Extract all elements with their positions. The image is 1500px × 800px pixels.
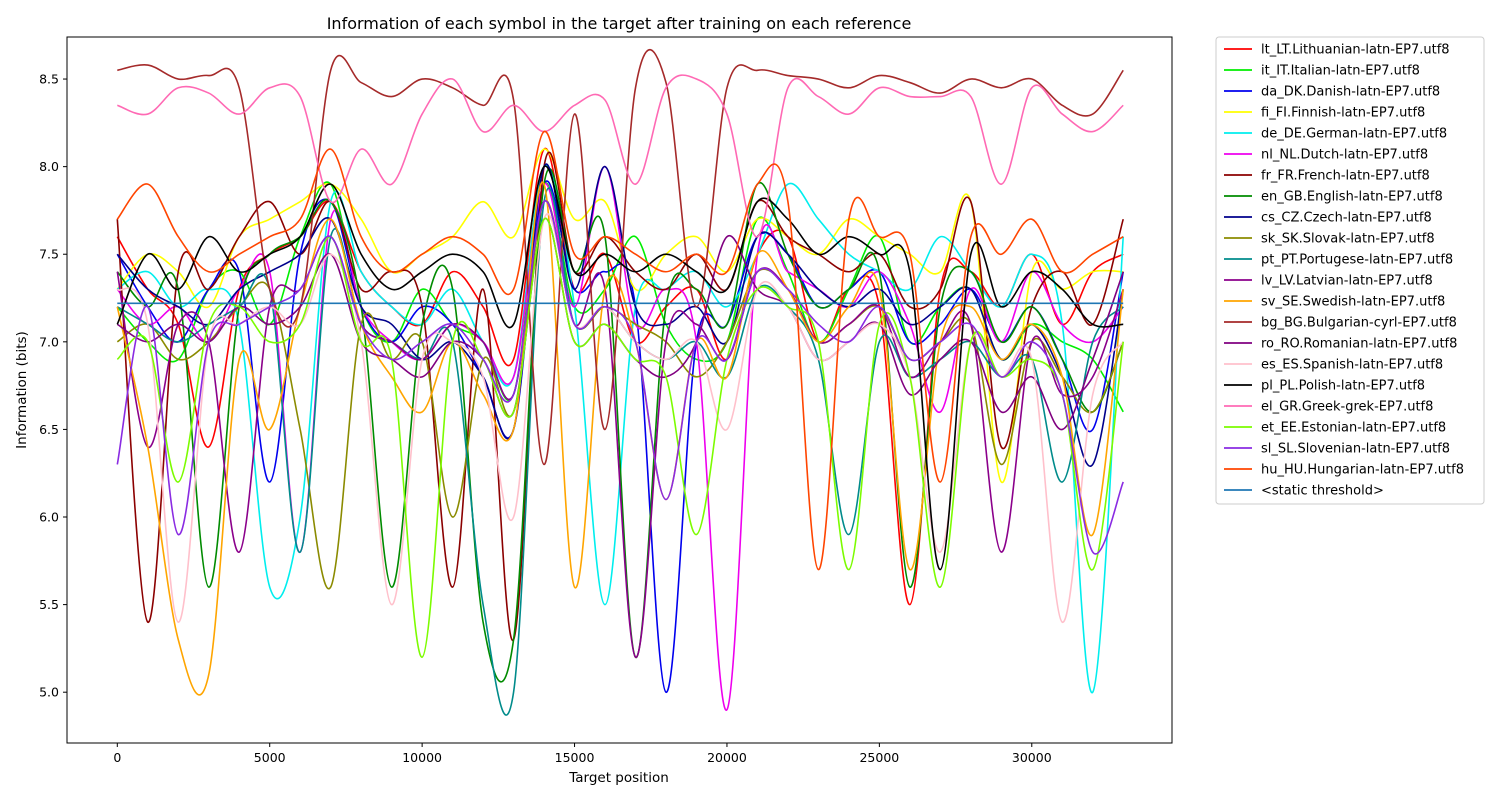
series-line-6: [116, 151, 1124, 641]
y-tick-label-1: 5.5: [39, 597, 59, 612]
series-line-16: [116, 165, 1124, 571]
y-tick-label-6: 8.0: [39, 159, 59, 174]
legend-box: [1215, 36, 1485, 505]
y-tick-label-2: 6.0: [39, 510, 59, 525]
y-tick-label-4: 7.0: [39, 334, 59, 349]
x-axis-label: Target position: [568, 770, 669, 786]
legend-label-0: lt_LT.Lithuanian-latn-EP7.utf8: [1261, 43, 1450, 58]
legend-label-3: fi_FI.Finnish-latn-EP7.utf8: [1261, 106, 1425, 121]
series-line-7: [116, 168, 1124, 683]
y-tick-label-5: 7.5: [39, 247, 59, 262]
x-tick-label-3: 15000: [555, 750, 595, 765]
y-ticks: 5.0 5.5 6.0 6.5 7.0 7.5 8.0 8.5: [39, 72, 67, 700]
series-line-8: [116, 163, 1125, 468]
legend-label-5: nl_NL.Dutch-latn-EP7.utf8: [1261, 148, 1428, 163]
series-line-11: [116, 200, 1124, 658]
legend-label-12: sv_SE.Swedish-latn-EP7.utf8: [1261, 295, 1445, 310]
legend-label-14: ro_RO.Romanian-latn-EP7.utf8: [1261, 337, 1457, 352]
legend-label-18: et_EE.Estonian-latn-EP7.utf8: [1261, 421, 1446, 436]
y-axis-label: Information (bits): [14, 331, 30, 449]
x-tick-label-2: 10000: [402, 750, 442, 765]
legend-label-2: da_DK.Danish-latn-EP7.utf8: [1261, 85, 1440, 100]
legend-label-6: fr_FR.French-latn-EP7.utf8: [1261, 169, 1430, 184]
x-tick-label-5: 25000: [859, 750, 899, 765]
y-tick-label-7: 8.5: [39, 72, 59, 87]
legend-label-11: lv_LV.Latvian-latn-EP7.utf8: [1261, 274, 1433, 289]
chart-title: Information of each symbol in the target…: [327, 14, 912, 33]
x-tick-label-4: 20000: [707, 750, 747, 765]
legend-label-7: en_GB.English-latn-EP7.utf8: [1261, 190, 1443, 205]
legend-label-8: cs_CZ.Czech-latn-EP7.utf8: [1261, 211, 1432, 226]
x-tick-label-1: 5000: [254, 750, 286, 765]
y-tick-label-0: 5.0: [39, 685, 59, 700]
series-line-17: [117, 74, 1124, 238]
legend-label-4: de_DE.German-latn-EP7.utf8: [1261, 127, 1447, 142]
legend-label-15: es_ES.Spanish-latn-EP7.utf8: [1261, 358, 1443, 373]
legend-label-13: bg_BG.Bulgarian-cyrl-EP7.utf8: [1261, 316, 1457, 331]
legend-label-20: hu_HU.Hungarian-latn-EP7.utf8: [1261, 463, 1464, 478]
legend-label-9: sk_SK.Slovak-latn-EP7.utf8: [1261, 232, 1435, 247]
series-line-12: [116, 181, 1125, 696]
plot-frame: [66, 36, 1173, 744]
series-line-4: [116, 164, 1125, 694]
legend-label-10: pt_PT.Portugese-latn-EP7.utf8: [1261, 253, 1453, 268]
x-tick-label-6: 30000: [1012, 750, 1052, 765]
legend: lt_LT.Lithuanian-latn-EP7.utf8 it_IT.Ital…: [1215, 36, 1485, 505]
y-tick-label-3: 6.5: [39, 422, 59, 437]
legend-label-1: it_IT.Italian-latn-EP7.utf8: [1261, 64, 1420, 79]
x-ticks: 0 5000 10000 15000 20000 25000 30000: [113, 743, 1052, 765]
legend-label-17: el_GR.Greek-grek-EP7.utf8: [1261, 400, 1433, 415]
x-tick-label-0: 0: [113, 750, 121, 765]
series-line-19: [116, 200, 1124, 555]
series-line-18: [116, 217, 1125, 658]
legend-label-19: sl_SL.Slovenian-latn-EP7.utf8: [1261, 442, 1450, 457]
legend-label-21: <static threshold>: [1261, 484, 1384, 499]
series-line-20: [116, 130, 1124, 571]
series-layer: [116, 48, 1125, 716]
legend-label-16: pl_PL.Polish-latn-EP7.utf8: [1261, 379, 1425, 394]
